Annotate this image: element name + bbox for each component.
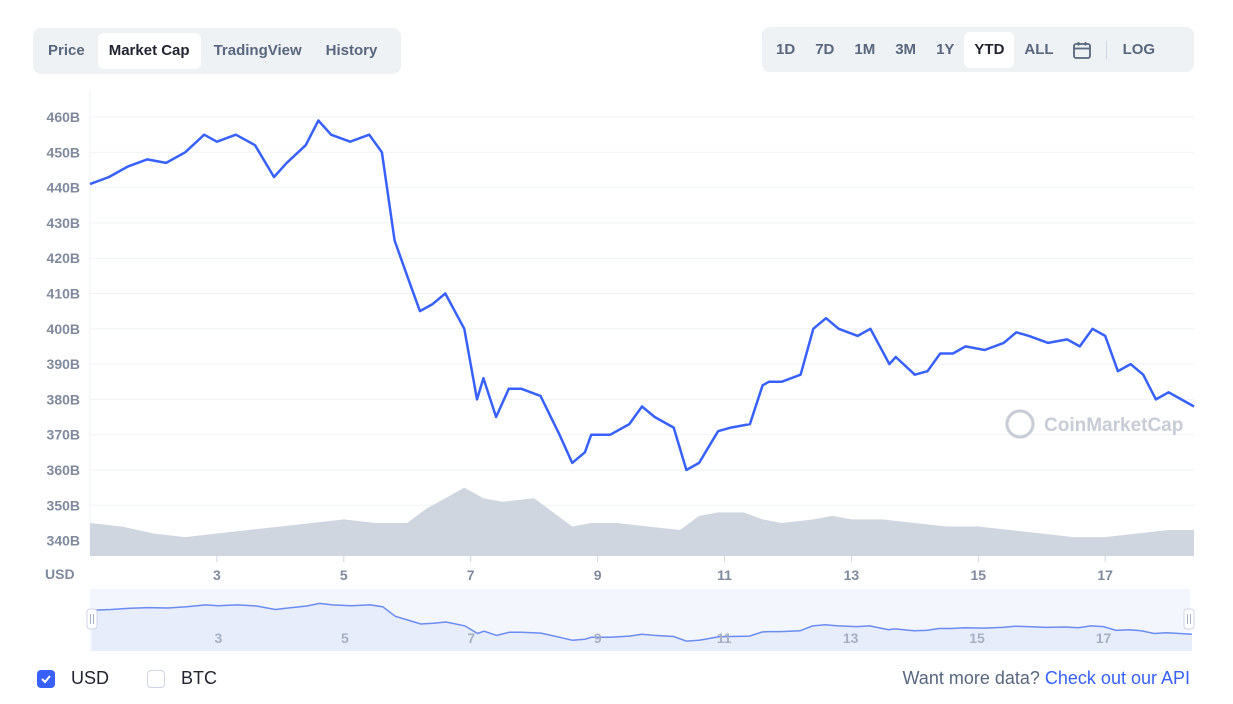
x-tick-label: 13 — [844, 567, 860, 583]
time-range-selector: 1D 7D 1M 3M 1Y YTD ALL LOG — [762, 27, 1194, 72]
usd-label: USD — [71, 668, 110, 688]
y-tick-label: 390B — [47, 356, 80, 372]
coinmarketcap-logo-icon — [1005, 409, 1035, 439]
y-axis-unit-label: USD — [45, 566, 75, 582]
y-tick-label: 440B — [47, 180, 80, 196]
watermark: CoinMarketCap — [1005, 409, 1183, 439]
tab-price[interactable]: Price — [48, 42, 85, 59]
chart-view-tabs: Price Market Cap TradingView History — [33, 28, 401, 74]
navigator-tick-label: 15 — [969, 630, 985, 646]
check-icon — [41, 674, 51, 683]
y-tick-label: 450B — [47, 144, 80, 160]
usd-checkbox[interactable] — [37, 669, 55, 688]
tab-tradingview[interactable]: TradingView — [213, 42, 302, 59]
navigator-left-handle[interactable] — [86, 608, 98, 630]
navigator-tick-label: 3 — [215, 630, 223, 646]
range-navigator[interactable]: 3 5 7 9 11 13 15 17 — [86, 589, 1195, 651]
y-tick-label: 430B — [47, 215, 80, 231]
navigator-right-handle[interactable] — [1183, 608, 1195, 630]
y-tick-label: 340B — [47, 533, 80, 549]
range-1y[interactable]: 1Y — [936, 40, 955, 58]
btc-label: BTC — [181, 668, 217, 688]
api-link[interactable]: Check out our API — [1044, 668, 1190, 688]
y-tick-label: 420B — [47, 250, 80, 266]
x-tick-label: 3 — [213, 567, 221, 583]
usd-toggle[interactable]: USD — [37, 668, 109, 689]
x-tick-label: 7 — [467, 567, 475, 583]
btc-checkbox[interactable] — [147, 669, 165, 688]
x-tick-label: 9 — [594, 567, 602, 583]
range-1d[interactable]: 1D — [776, 40, 796, 58]
range-ytd[interactable]: YTD — [964, 31, 1015, 68]
x-tick-label: 17 — [1097, 567, 1113, 583]
y-tick-label: 350B — [47, 497, 80, 513]
y-tick-label: 380B — [47, 391, 80, 407]
btc-toggle[interactable]: BTC — [147, 668, 217, 689]
log-scale-toggle[interactable]: LOG — [1122, 40, 1156, 58]
x-tick-label: 5 — [340, 567, 348, 583]
range-divider — [1105, 40, 1107, 59]
tab-history[interactable]: History — [325, 42, 378, 59]
navigator-tick-label: 9 — [594, 630, 602, 646]
navigator-tick-label: 11 — [717, 630, 732, 646]
y-tick-label: 400B — [47, 321, 80, 337]
range-1m[interactable]: 1M — [854, 40, 876, 58]
market-cap-line — [89, 119, 1195, 472]
navigator-line — [91, 602, 1193, 642]
api-promo: Want more data? Check out our API — [902, 668, 1190, 689]
x-tick-label: 15 — [970, 567, 986, 583]
navigator-area — [92, 603, 1192, 651]
navigator-tick-label: 13 — [843, 630, 859, 646]
watermark-text: CoinMarketCap — [1044, 415, 1183, 436]
y-tick-label: 460B — [47, 109, 80, 125]
y-tick-label: 360B — [47, 462, 80, 478]
x-tick-label: 11 — [717, 567, 732, 583]
range-3m[interactable]: 3M — [895, 40, 917, 58]
market-cap-chart: 460B 450B 440B 430B 420B 410B 400B 390B 380B 370B… — [45, 90, 1195, 651]
navigator-tick-label: 5 — [341, 630, 349, 646]
tab-market-cap[interactable]: Market Cap — [97, 33, 201, 69]
y-tick-label: 370B — [47, 427, 80, 443]
navigator-tick-label: 17 — [1096, 630, 1112, 646]
navigator-tick-label: 7 — [467, 630, 475, 646]
volume-area — [90, 487, 1194, 556]
api-promo-text: Want more data? — [902, 668, 1040, 688]
calendar-icon[interactable] — [1064, 32, 1100, 68]
range-7d[interactable]: 7D — [815, 40, 835, 58]
range-all[interactable]: ALL — [1024, 40, 1054, 58]
y-tick-label: 410B — [47, 286, 80, 302]
